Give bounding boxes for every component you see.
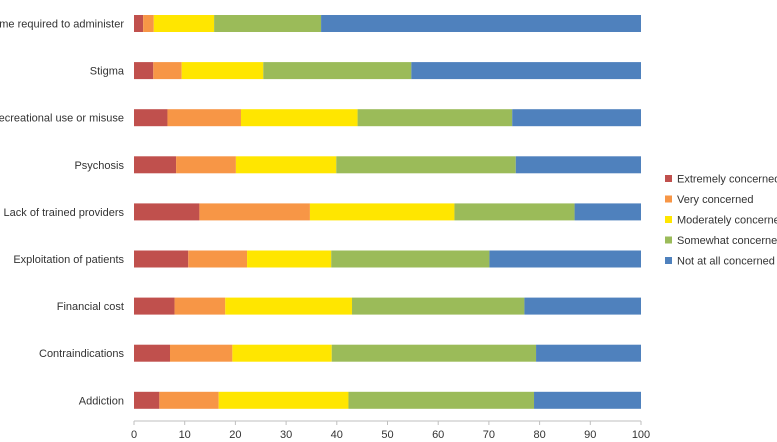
x-tick-label: 20 bbox=[229, 429, 241, 441]
bar-segment bbox=[232, 344, 332, 362]
bar-segment bbox=[536, 344, 641, 362]
bar-segment bbox=[331, 344, 537, 362]
bar-segment bbox=[134, 109, 168, 127]
bar-segment bbox=[263, 62, 412, 80]
legend-swatch bbox=[665, 175, 672, 182]
category-labels: Time required to administer Stigma Recreat… bbox=[0, 19, 125, 408]
x-tick-label: 70 bbox=[483, 429, 495, 441]
x-tick-label: 0 bbox=[131, 429, 137, 441]
bar-segment bbox=[348, 391, 535, 409]
x-tick-label: 30 bbox=[280, 429, 292, 441]
bar-segment bbox=[176, 156, 236, 174]
bar-segment bbox=[134, 344, 170, 362]
legend-swatch bbox=[665, 216, 672, 223]
bar-segment bbox=[188, 250, 248, 268]
legend-label: Somewhat concerned bbox=[677, 235, 777, 247]
bar-segment bbox=[199, 203, 310, 221]
legend-swatch bbox=[665, 195, 672, 203]
bar-segment bbox=[134, 297, 175, 315]
legend-label: Moderately concerned bbox=[677, 215, 777, 227]
bar-segment bbox=[134, 203, 200, 221]
category-label: Addiction bbox=[79, 395, 124, 407]
bar-segment bbox=[159, 391, 219, 409]
bar-segment bbox=[331, 250, 490, 268]
bar-segment bbox=[321, 15, 641, 32]
bar-segment bbox=[352, 297, 525, 315]
bar-segment bbox=[524, 297, 641, 315]
bar-segment bbox=[225, 297, 353, 315]
legend-swatch bbox=[665, 236, 672, 244]
x-tick-label: 100 bbox=[632, 429, 650, 441]
bar-segment bbox=[181, 62, 264, 80]
bar-segment bbox=[336, 156, 516, 174]
bar-segment bbox=[454, 203, 575, 221]
bar-segment bbox=[153, 15, 215, 32]
bar-segment bbox=[411, 62, 641, 80]
bar-segment bbox=[240, 109, 358, 127]
bar-segment bbox=[153, 62, 182, 80]
bar-segment bbox=[534, 391, 641, 409]
bar-segment bbox=[218, 391, 349, 409]
x-tick-label: 40 bbox=[331, 429, 343, 441]
x-tick-label: 90 bbox=[584, 429, 596, 441]
category-label: Stigma bbox=[90, 66, 125, 78]
bar-segment bbox=[134, 391, 160, 409]
category-label: Lack of trained providers bbox=[4, 207, 125, 219]
category-label: Exploitation of patients bbox=[13, 254, 124, 266]
legend: Extremely concerned Very concerned Moderat… bbox=[665, 174, 777, 268]
x-tick-label: 50 bbox=[381, 429, 393, 441]
x-tick-label: 60 bbox=[432, 429, 444, 441]
bar-segment bbox=[143, 15, 154, 32]
bar-segment bbox=[134, 15, 144, 32]
bar-segment bbox=[214, 15, 322, 32]
category-label: Contraindications bbox=[39, 348, 124, 360]
legend-swatch bbox=[665, 257, 672, 264]
bar-segment bbox=[512, 109, 641, 127]
legend-label: Extremely concerned bbox=[677, 174, 777, 186]
bar-segment bbox=[574, 203, 641, 221]
x-axis-ticks: 0 10 20 30 40 50 60 70 80 90 100 bbox=[131, 421, 650, 441]
bar-segment bbox=[169, 344, 233, 362]
bar-segment bbox=[489, 250, 641, 268]
legend-label: Very concerned bbox=[677, 194, 753, 206]
category-label: Recreational use or misuse bbox=[0, 113, 124, 125]
x-tick-label: 80 bbox=[533, 429, 545, 441]
bar-segment bbox=[235, 156, 337, 174]
bars-layer bbox=[134, 15, 641, 409]
bar-segment bbox=[134, 156, 177, 174]
bar-segment bbox=[167, 109, 241, 127]
bar-segment bbox=[174, 297, 226, 315]
bar-segment bbox=[309, 203, 455, 221]
bar-segment bbox=[134, 250, 189, 268]
bar-segment bbox=[247, 250, 332, 268]
category-label: Financial cost bbox=[57, 301, 124, 313]
legend-label: Not at all concerned bbox=[677, 256, 775, 268]
category-label: Psychosis bbox=[74, 160, 124, 172]
x-tick-label: 10 bbox=[179, 429, 191, 441]
bar-segment bbox=[357, 109, 513, 127]
bar-segment bbox=[134, 62, 154, 80]
category-label: Time required to administer bbox=[0, 19, 124, 31]
bar-segment bbox=[515, 156, 641, 174]
